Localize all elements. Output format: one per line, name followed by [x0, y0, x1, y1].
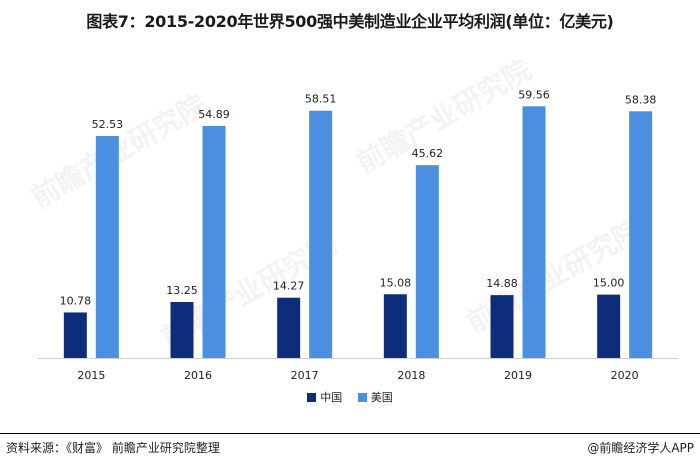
- brand-credit: @前瞻经济学人APP: [587, 441, 694, 455]
- x-tick-label: 2017: [291, 369, 319, 382]
- bar-china: [170, 302, 194, 358]
- legend-label-usa: 美国: [370, 391, 393, 404]
- bar-usa: [629, 111, 653, 358]
- footer-divider: [0, 433, 700, 434]
- legend-swatch-usa: [357, 392, 367, 402]
- x-tick-label: 2018: [397, 369, 425, 382]
- data-label: 52.53: [92, 118, 124, 131]
- legend-item-china: 中国: [307, 389, 342, 405]
- bar-china: [383, 294, 407, 358]
- legend-swatch-china: [307, 392, 317, 402]
- data-label: 45.62: [412, 147, 444, 160]
- bar-usa: [309, 110, 333, 358]
- x-tick-label: 2020: [611, 369, 639, 382]
- data-label: 58.38: [625, 93, 657, 106]
- data-label: 54.89: [198, 108, 230, 121]
- data-label: 10.78: [60, 294, 92, 307]
- data-label: 58.51: [305, 93, 337, 106]
- x-tick-label: 2019: [504, 369, 532, 382]
- legend-item-usa: 美国: [357, 389, 393, 405]
- data-label: 14.27: [273, 280, 305, 293]
- chart-title: 图表7：2015-2020年世界500强中美制造业企业平均利润(单位：亿美元): [86, 12, 614, 31]
- x-tick-label: 2016: [184, 369, 212, 382]
- bar-china: [490, 295, 514, 358]
- legend: 中国 美国: [0, 389, 700, 405]
- bar-china: [277, 297, 301, 358]
- data-label: 15.00: [593, 277, 625, 290]
- bar-china: [597, 294, 621, 358]
- bar-usa: [95, 136, 119, 358]
- data-label: 13.25: [166, 284, 198, 297]
- data-label: 14.88: [486, 277, 518, 290]
- bar-usa: [522, 106, 546, 358]
- data-label: 59.56: [518, 88, 550, 101]
- x-tick-label: 2015: [77, 369, 105, 382]
- bar-usa: [415, 165, 439, 358]
- legend-label-china: 中国: [320, 391, 343, 404]
- data-label: 15.08: [380, 276, 412, 289]
- bar-chart: 10.78 52.53 2015 13.25 54.89 2016 14.27 58.51 20…: [38, 88, 678, 382]
- bar-usa: [202, 126, 226, 358]
- bar-china: [63, 312, 87, 358]
- source-note: 资料来源：《财富》 前瞻产业研究院整理: [6, 441, 220, 455]
